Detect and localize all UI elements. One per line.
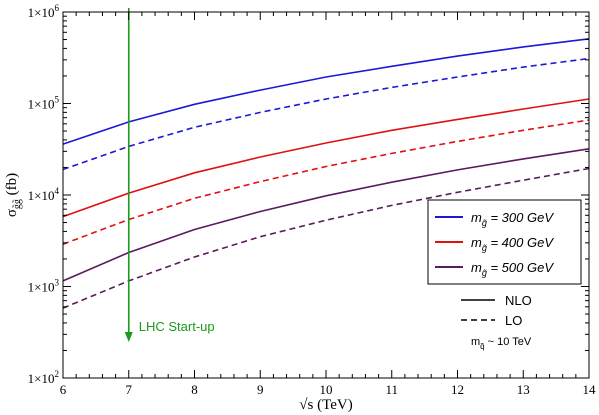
series-line-m400-lo: [62, 119, 590, 245]
series-layer: [62, 38, 590, 309]
x-tick-label: 7: [126, 382, 133, 397]
x-tick-label: 8: [191, 382, 198, 397]
y-tick-label: 1×105: [28, 95, 60, 112]
legend-label-nlo: NLO: [505, 293, 532, 308]
x-tick-label: 9: [257, 382, 264, 397]
y-tick-label: 1×104: [28, 186, 60, 203]
axis-layer: 6 7 8 9 10 11 12 13 14 1×102 1×103 1×104 1×105 1×106 √…: [4, 3, 596, 413]
y-axis-label: σg̃g̃ (fb): [4, 173, 23, 217]
series-line-m300-nlo: [62, 38, 590, 145]
x-tick-label: 6: [60, 382, 67, 397]
series-line-m400-nlo: [62, 98, 590, 218]
squark-mass-note: mq̃ ~ 10 TeV: [471, 336, 532, 351]
x-tick-label: 12: [451, 382, 464, 397]
legend-label-mass: mg̃ = 500 GeV: [471, 260, 554, 278]
y-tick-label: 1×102: [28, 369, 59, 386]
x-tick-label: 10: [320, 382, 333, 397]
annotation-layer: LHC Start-up: [124, 8, 215, 342]
legend-label-mass: mg̃ = 300 GeV: [471, 210, 554, 228]
lhc-startup-label: LHC Start-up: [139, 319, 215, 334]
legend: mg̃ = 300 GeV mg̃ = 400 GeV mg̃ = 500 GeV N…: [427, 199, 582, 351]
y-tick-label: 1×106: [28, 3, 60, 20]
x-tick-label: 13: [517, 382, 530, 397]
series-line-m500-nlo: [62, 148, 590, 282]
x-tick-label: 11: [385, 382, 398, 397]
x-axis-label: √s (TeV): [299, 397, 352, 413]
y-tick-label: 1×103: [28, 278, 60, 295]
legend-label-mass: mg̃ = 400 GeV: [471, 235, 554, 253]
legend-label-lo: LO: [505, 313, 522, 328]
x-tick-label: 14: [583, 382, 597, 397]
series-line-m300-lo: [62, 57, 590, 171]
lhc-startup-arrowhead: [124, 332, 133, 342]
series-line-m500-lo: [62, 167, 590, 309]
